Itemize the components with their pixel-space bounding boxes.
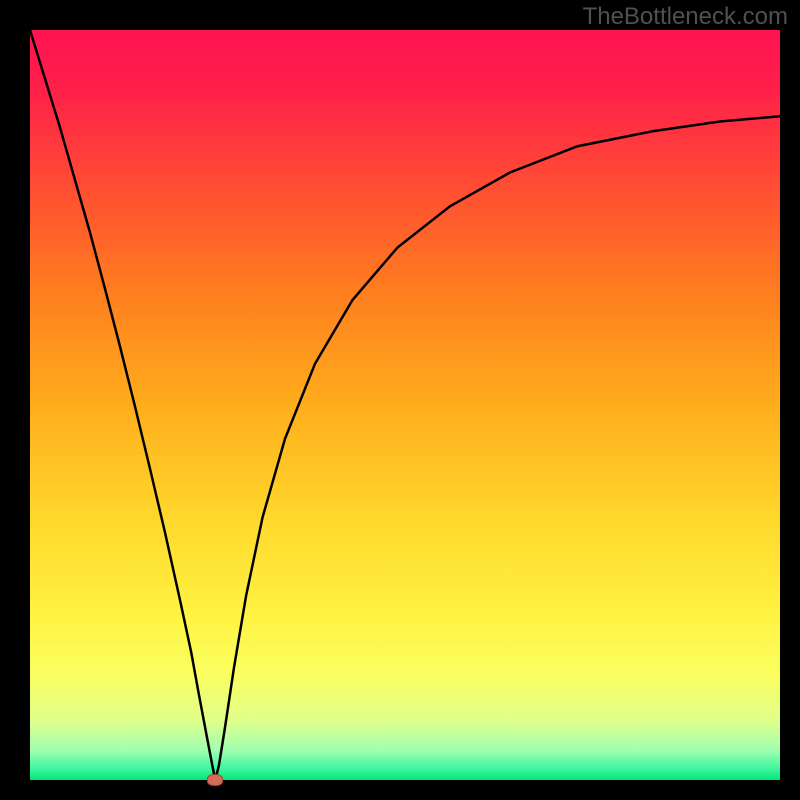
chart-frame: TheBottleneck.com xyxy=(0,0,800,800)
minimum-marker xyxy=(207,774,223,786)
watermark-label: TheBottleneck.com xyxy=(583,3,788,31)
curve-left-branch xyxy=(30,30,215,780)
plot-area xyxy=(30,30,780,780)
curve-svg xyxy=(30,30,780,780)
curve-right-branch xyxy=(215,116,780,780)
